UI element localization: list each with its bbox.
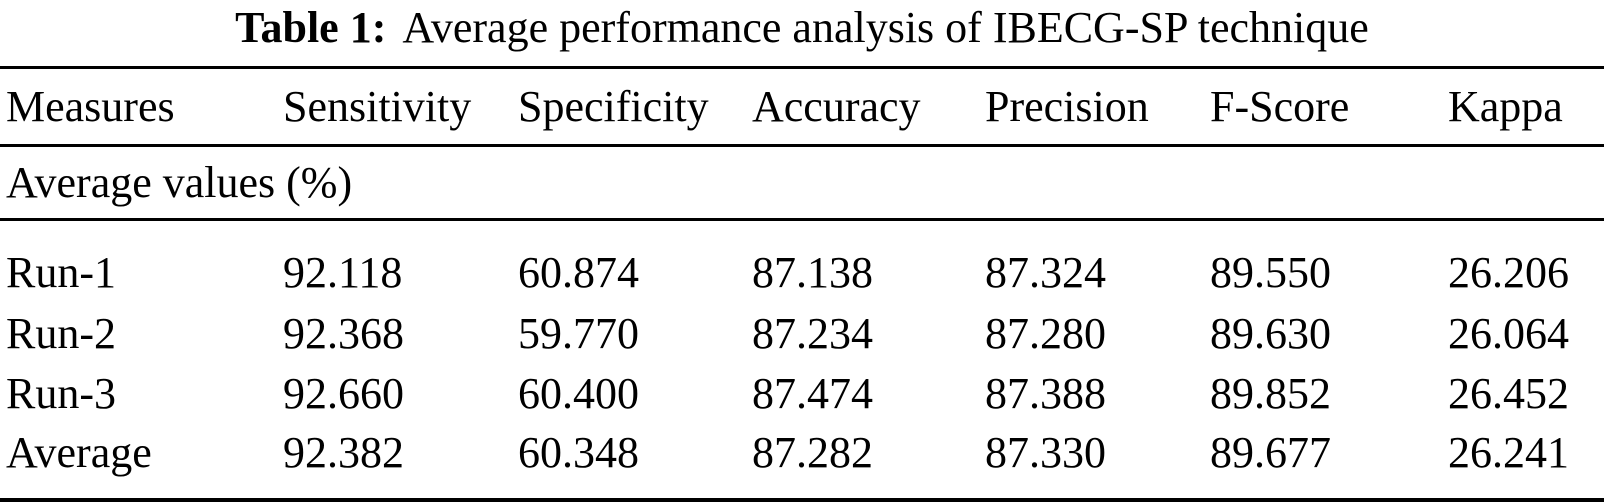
performance-table: Measures Sensitivity Specificity Accurac… — [0, 66, 1604, 502]
section-header: Average values (%) — [0, 145, 1604, 221]
value-cell: 89.852 — [1210, 369, 1331, 418]
value-cell: 60.348 — [518, 423, 752, 502]
value-cell: 89.550 — [1210, 247, 1331, 297]
value-cell: 59.770 — [518, 309, 639, 358]
value-cell: 87.474 — [752, 369, 873, 418]
value-cell: 89.677 — [1210, 423, 1448, 502]
column-header-accuracy: Accuracy — [752, 66, 985, 147]
value-cell: 92.118 — [283, 247, 403, 297]
row-label-cell: Run-3 — [6, 369, 116, 418]
column-header-measures: Measures — [0, 66, 283, 147]
table-row-run-3: Run-3 92.660 60.400 87.474 87.388 89.852… — [0, 364, 1604, 424]
value-cell: 87.282 — [752, 423, 985, 502]
value-cell: 60.874 — [518, 247, 639, 297]
table-row-run-2: Run-2 92.368 59.770 87.234 87.280 89.630… — [0, 304, 1604, 364]
value-cell: 87.234 — [752, 309, 873, 358]
value-cell: 92.660 — [283, 369, 404, 418]
value-cell: 26.241 — [1448, 423, 1604, 502]
value-cell: 92.368 — [283, 309, 404, 358]
table-row-average: Average 92.382 60.348 87.282 87.330 89.6… — [0, 423, 1604, 502]
value-cell: 87.330 — [985, 423, 1210, 502]
value-cell: 26.064 — [1448, 309, 1569, 358]
row-label-cell: Run-2 — [6, 309, 116, 358]
value-cell: 87.280 — [985, 309, 1106, 358]
column-header-kappa: Kappa — [1448, 66, 1604, 147]
value-cell: 87.388 — [985, 369, 1106, 418]
row-label-cell: Run-1 — [6, 247, 116, 297]
value-cell: 89.630 — [1210, 309, 1331, 358]
table-caption-label: Table 1: — [235, 3, 387, 52]
value-cell: 60.400 — [518, 369, 639, 418]
section-row: Average values (%) — [0, 145, 1604, 221]
column-header-fscore: F-Score — [1210, 66, 1448, 147]
value-cell: 87.324 — [985, 247, 1106, 297]
value-cell: 92.382 — [283, 423, 518, 502]
value-cell: 87.138 — [752, 247, 873, 297]
column-header-specificity: Specificity — [518, 66, 752, 147]
table-body: Run-1 92.118 60.874 87.138 87.324 89.550… — [0, 220, 1604, 502]
table-row-run-1: Run-1 92.118 60.874 87.138 87.324 89.550… — [0, 220, 1604, 304]
header-row: Measures Sensitivity Specificity Accurac… — [0, 66, 1604, 147]
row-label-cell: Average — [0, 423, 283, 502]
column-header-sensitivity: Sensitivity — [283, 66, 518, 147]
value-cell: 26.206 — [1448, 247, 1569, 297]
column-header-precision: Precision — [985, 66, 1210, 147]
table-caption: Table 1: Average performance analysis of … — [0, 0, 1604, 66]
table-caption-text: Average performance analysis of IBECG-SP… — [402, 3, 1369, 52]
table-header: Measures Sensitivity Specificity Accurac… — [0, 66, 1604, 147]
value-cell: 26.452 — [1448, 369, 1569, 418]
